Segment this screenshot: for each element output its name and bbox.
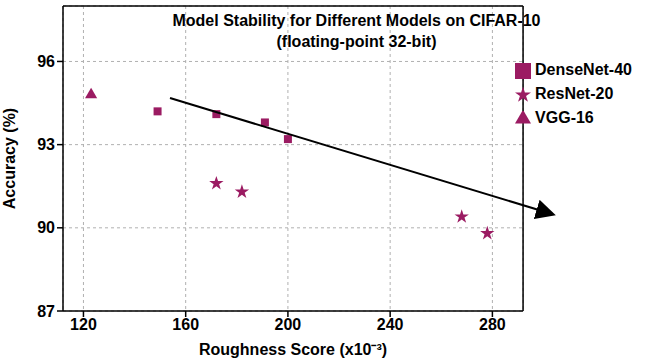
svg-text:93: 93: [37, 136, 55, 153]
svg-text:87: 87: [37, 303, 55, 320]
svg-text:280: 280: [479, 316, 506, 333]
html-text:ResNet-20: ResNet-20: [535, 85, 614, 102]
svg-text:Accuracy (%): Accuracy (%): [1, 108, 18, 209]
html-text:(floating-point 32-bit): (floating-point 32-bit): [276, 33, 437, 50]
svg-text:160: 160: [172, 316, 199, 333]
html-text:DenseNet-40: DenseNet-40: [535, 61, 632, 78]
svg-text:90: 90: [37, 219, 55, 236]
svg-text:Roughness Score (x10⁻³): Roughness Score (x10⁻³): [199, 341, 387, 358]
svg-text:96: 96: [37, 53, 55, 70]
html-text:VGG-16: VGG-16: [535, 109, 594, 126]
html-text:Model Stability for Different: Model Stability for Different Models on …: [172, 12, 541, 29]
svg-text:200: 200: [275, 316, 302, 333]
svg-text:120: 120: [70, 316, 97, 333]
svg-text:240: 240: [377, 316, 404, 333]
